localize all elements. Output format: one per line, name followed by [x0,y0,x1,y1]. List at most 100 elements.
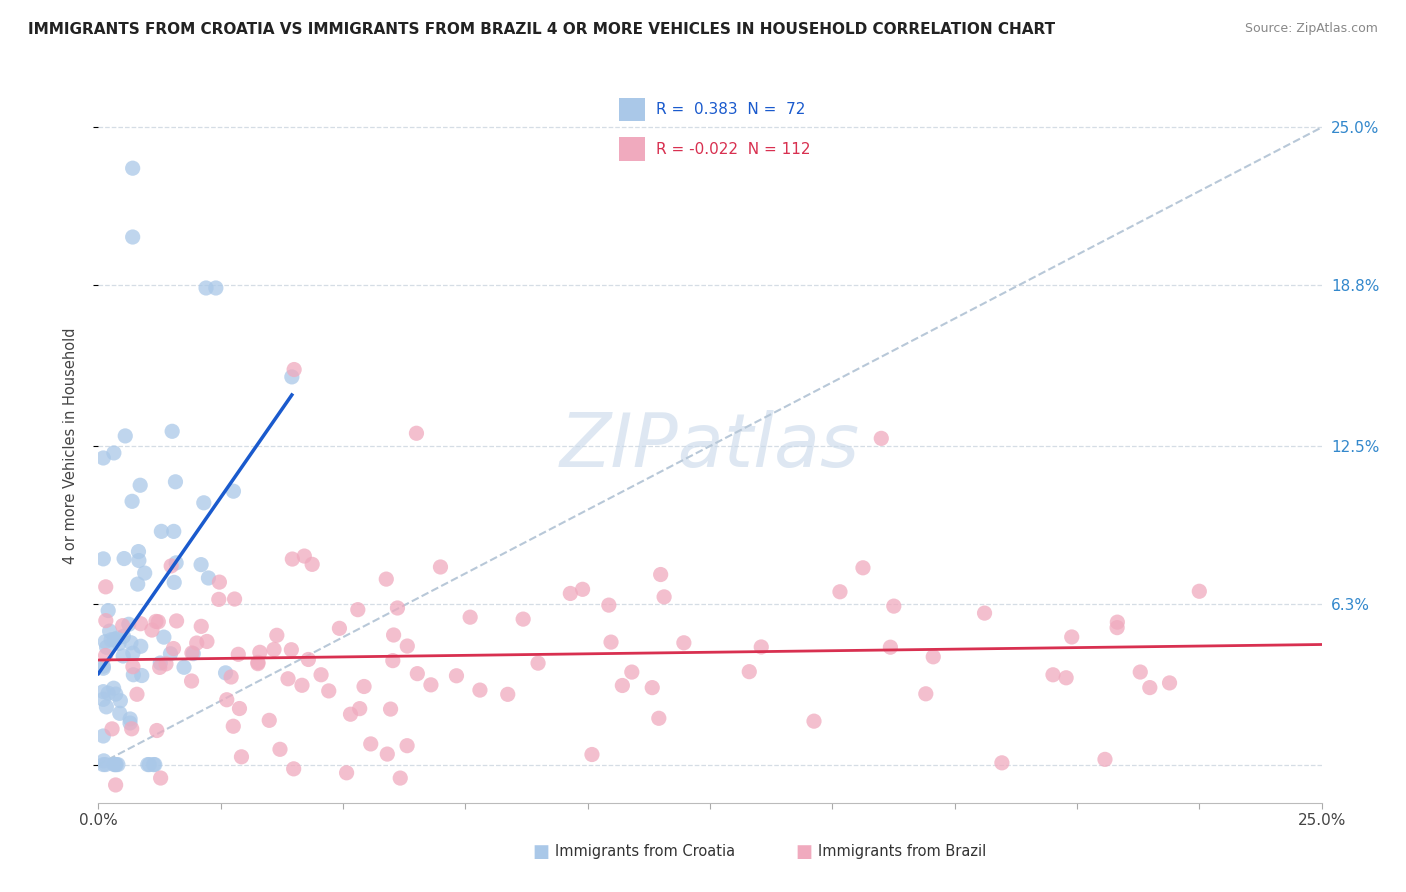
Point [96,640,118,655]
Point [309,667,332,681]
Point [1054,671,1077,685]
Point [749,640,772,654]
Point [870,431,893,445]
Point [108,636,131,650]
Point [429,560,451,574]
Point [149,656,172,670]
Point [652,590,675,604]
Point [382,628,405,642]
Point [146,723,169,738]
Point [222,484,245,499]
Text: Immigrants from Brazil: Immigrants from Brazil [818,845,987,859]
Point [195,634,218,648]
Point [91,729,114,743]
Point [195,281,218,295]
Point [458,610,481,624]
Point [672,636,695,650]
Point [186,636,208,650]
Point [215,692,238,706]
Point [263,642,285,657]
Point [180,673,202,688]
Point [922,649,945,664]
Point [91,684,114,698]
Point [224,592,246,607]
Point [389,771,412,785]
Text: ■: ■ [533,843,550,861]
Point [122,667,145,681]
Point [381,654,404,668]
Point [142,757,165,772]
Point [650,567,672,582]
Text: ■: ■ [796,843,813,861]
Point [226,648,249,662]
Point [91,692,114,706]
Point [120,712,142,726]
Point [360,737,382,751]
Point [94,648,117,663]
Point [349,701,371,715]
Point [145,615,167,629]
Point [107,757,129,772]
Point [153,630,176,644]
Text: R =  0.383  N =  72: R = 0.383 N = 72 [655,103,806,117]
Text: ZIPatlas: ZIPatlas [560,410,860,482]
Point [101,722,124,736]
Point [266,628,288,642]
Text: IMMIGRANTS FROM CROATIA VS IMMIGRANTS FROM BRAZIL 4 OR MORE VEHICLES IN HOUSEHOL: IMMIGRANTS FROM CROATIA VS IMMIGRANTS FR… [28,22,1056,37]
Point [110,694,132,708]
Point [127,544,149,558]
Point [228,701,250,715]
Point [91,552,114,566]
Bar [620,98,645,121]
Point [118,716,141,731]
Point [581,747,603,762]
Point [208,575,231,590]
Point [914,687,936,701]
Point [103,446,125,460]
Point [396,639,419,653]
Point [269,742,291,756]
Point [828,584,851,599]
Point [143,757,166,772]
Point [160,425,183,439]
Point [173,660,195,674]
Point [353,680,375,694]
Point [104,778,127,792]
Point [281,552,304,566]
Point [560,586,582,600]
Point [112,551,135,566]
Point [121,494,143,508]
Point [100,632,122,647]
Point [396,739,419,753]
Point [91,450,114,465]
Point [1129,665,1152,679]
Point [301,558,323,572]
Point [160,558,183,573]
Point [127,577,149,591]
Point [112,629,135,643]
Point [1188,584,1211,599]
Point [193,496,215,510]
Point [150,524,173,539]
Point [1139,681,1161,695]
Point [292,549,315,563]
Point [1159,676,1181,690]
Point [214,665,236,680]
Point [129,616,152,631]
Point [111,618,134,632]
Point [134,566,156,580]
Point [803,714,825,728]
Point [738,665,761,679]
Point [283,762,305,776]
Point [387,601,409,615]
Point [108,706,131,721]
Point [97,686,120,700]
Point [339,707,361,722]
Point [112,648,135,663]
Point [94,757,117,772]
Point [118,617,141,632]
Point [163,524,186,539]
Point [149,771,172,785]
Point [94,614,117,628]
Point [148,615,170,629]
